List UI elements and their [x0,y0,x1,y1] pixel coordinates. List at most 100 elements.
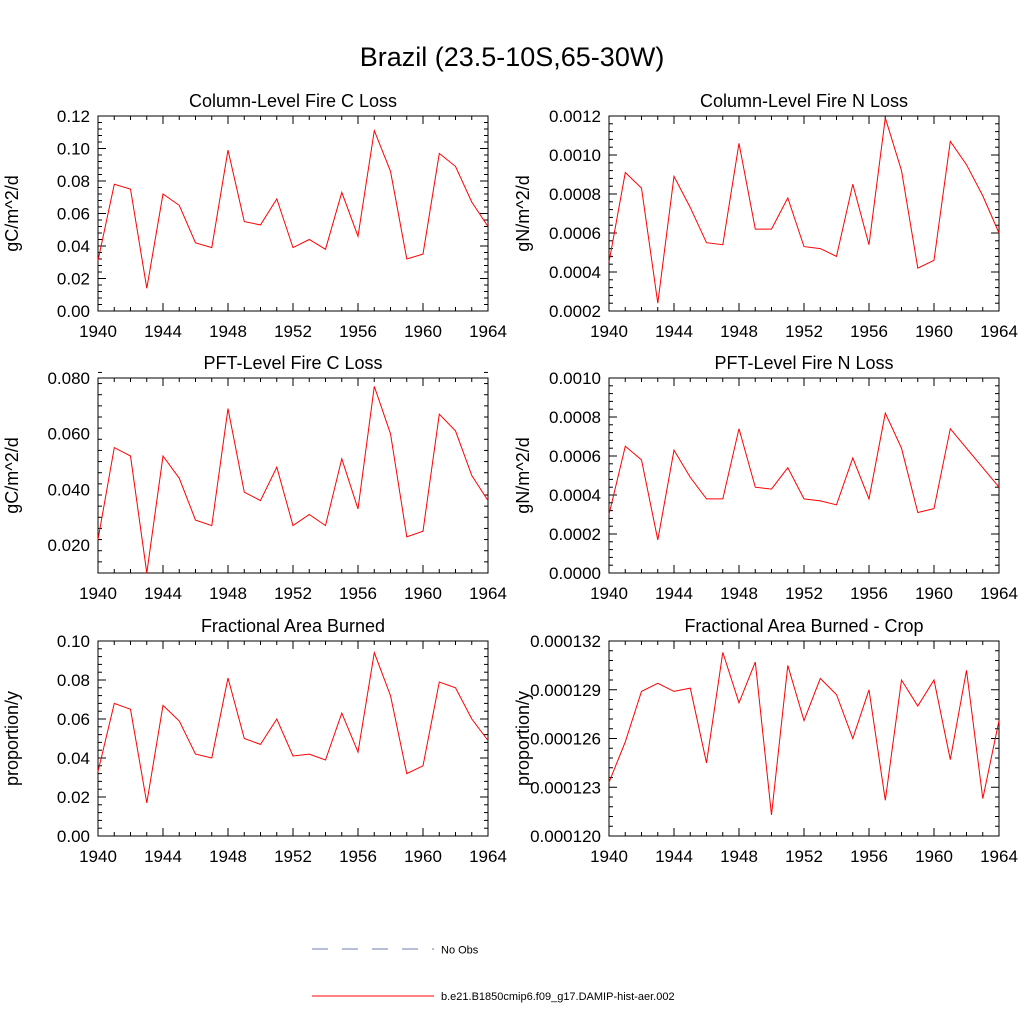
panel-fractional-area-burned-crop: 1940 1944 1948 1952 1956 1960 1964 0.000120 0.00… [513,616,1018,866]
x-tick-label: 1940 [590,847,628,866]
panel-title: Column-Level Fire C Loss [189,91,397,111]
x-tick-label: 1952 [785,322,823,341]
y-tick-label: 0.04 [57,237,90,256]
plot-frame [97,640,489,837]
panel-title: PFT-Level Fire N Loss [714,353,893,373]
y-tick-label: 0.06 [57,710,90,729]
panel-title: Column-Level Fire N Loss [700,91,908,111]
y-tick-label: 0.10 [57,632,90,651]
x-tick-label: 1948 [720,584,758,603]
plot-frame [608,640,1000,837]
y-tick-label: 0.0010 [549,146,601,165]
y-tick-label: 0.0012 [549,107,601,126]
y-tick-label: 0.040 [47,480,90,499]
y-tick-label: 0.020 [47,536,90,555]
x-tick-label: 1944 [655,847,693,866]
x-tick-label: 1944 [144,584,182,603]
y-tick-label: 0.000126 [530,730,601,749]
y-axis-label: proportion/y [2,691,22,786]
y-axis-label: proportion/y [513,691,533,786]
legend-model-label: b.e21.B1850cmip6.f09_g17.DAMIP-hist-aer.… [441,991,675,1003]
x-tick-label: 1964 [980,847,1018,866]
y-tick-label: 0.000120 [530,827,601,846]
y-tick-label: 0.060 [47,425,90,444]
y-tick-label: 0.0006 [549,447,601,466]
x-tick-label: 1956 [850,584,888,603]
x-tick-label: 1948 [209,322,247,341]
y-tick-label: 0.10 [57,140,90,159]
x-tick-label: 1940 [79,322,117,341]
y-tick-label: 0.02 [57,788,90,807]
series-line [97,650,489,803]
figure-title: Brazil (23.5-10S,65-30W) [360,42,665,72]
x-tick-label: 1940 [590,584,628,603]
x-tick-label: 1952 [274,847,312,866]
x-tick-label: 1940 [79,584,117,603]
y-tick-label: 0.02 [57,270,90,289]
y-tick-label: 0.0000 [549,564,601,583]
x-tick-label: 1944 [144,847,182,866]
y-tick-label: 0.08 [57,172,90,191]
x-tick-label: 1960 [404,847,442,866]
y-tick-label: 0.00 [57,827,90,846]
y-tick-label: 0.000123 [530,778,601,797]
x-tick-label: 1960 [404,322,442,341]
y-tick-label: 0.0002 [549,525,601,544]
panel-title: Fractional Area Burned [201,616,385,636]
y-tick-label: 0.12 [57,107,90,126]
panel-title: Fractional Area Burned - Crop [684,616,923,636]
series-line [97,386,489,574]
legend: No Obs b.e21.B1850cmip6.f09_g17.DAMIP-hi… [312,945,675,1003]
x-tick-label: 1940 [79,847,117,866]
x-tick-label: 1964 [469,847,507,866]
x-tick-label: 1940 [590,322,628,341]
y-axis-label: gN/m^2/d [513,175,533,251]
x-tick-label: 1948 [209,584,247,603]
x-tick-label: 1956 [850,322,888,341]
panel-column-fire-n-loss: 1940 1944 1948 1952 1956 1960 1964 0.0002 0.0004… [513,91,1018,341]
panel-pft-fire-c-loss: 1940 1944 1948 1952 1956 1960 1964 0.020 0.040 0.… [2,353,507,603]
x-tick-label: 1948 [720,322,758,341]
x-tick-label: 1956 [339,847,377,866]
x-tick-label: 1964 [469,584,507,603]
x-tick-label: 1960 [915,584,953,603]
x-tick-label: 1948 [209,847,247,866]
y-tick-label: 0.000129 [530,681,601,700]
panel-column-fire-c-loss: 1940 1944 1948 1952 1956 1960 1964 0.00 0.02 0.04… [2,91,507,341]
y-tick-label: 0.0002 [549,302,601,321]
series-line [608,652,1000,815]
x-tick-label: 1952 [274,322,312,341]
x-tick-label: 1956 [339,322,377,341]
panel-pft-fire-n-loss: 1940 1944 1948 1952 1956 1960 1964 0.0000 0.0002… [513,353,1018,603]
y-tick-label: 0.0006 [549,224,601,243]
x-tick-label: 1956 [339,584,377,603]
x-tick-label: 1944 [144,322,182,341]
x-tick-label: 1960 [915,322,953,341]
x-tick-label: 1952 [785,847,823,866]
series-line [608,117,1000,304]
x-tick-label: 1964 [980,322,1018,341]
y-tick-label: 0.00 [57,302,90,321]
y-tick-label: 0.08 [57,671,90,690]
x-tick-label: 1960 [404,584,442,603]
y-axis-label: gC/m^2/d [2,437,22,513]
panel-fractional-area-burned: 1940 1944 1948 1952 1956 1960 1964 0.00 0.02 0.04… [2,616,507,866]
y-axis-label: gN/m^2/d [513,437,533,513]
y-tick-label: 0.0004 [549,263,601,282]
series-line [608,411,1000,540]
y-tick-label: 0.0008 [549,408,601,427]
y-tick-label: 0.000132 [530,632,601,651]
y-tick-label: 0.0004 [549,486,601,505]
x-tick-label: 1956 [850,847,888,866]
legend-obs-label: No Obs [441,945,479,957]
x-tick-label: 1952 [785,584,823,603]
y-tick-label: 0.04 [57,749,90,768]
panel-title: PFT-Level Fire C Loss [203,353,382,373]
x-tick-label: 1948 [720,847,758,866]
x-tick-label: 1952 [274,584,312,603]
y-tick-label: 0.0010 [549,369,601,388]
x-tick-label: 1960 [915,847,953,866]
x-tick-label: 1944 [655,584,693,603]
y-tick-label: 0.0008 [549,185,601,204]
